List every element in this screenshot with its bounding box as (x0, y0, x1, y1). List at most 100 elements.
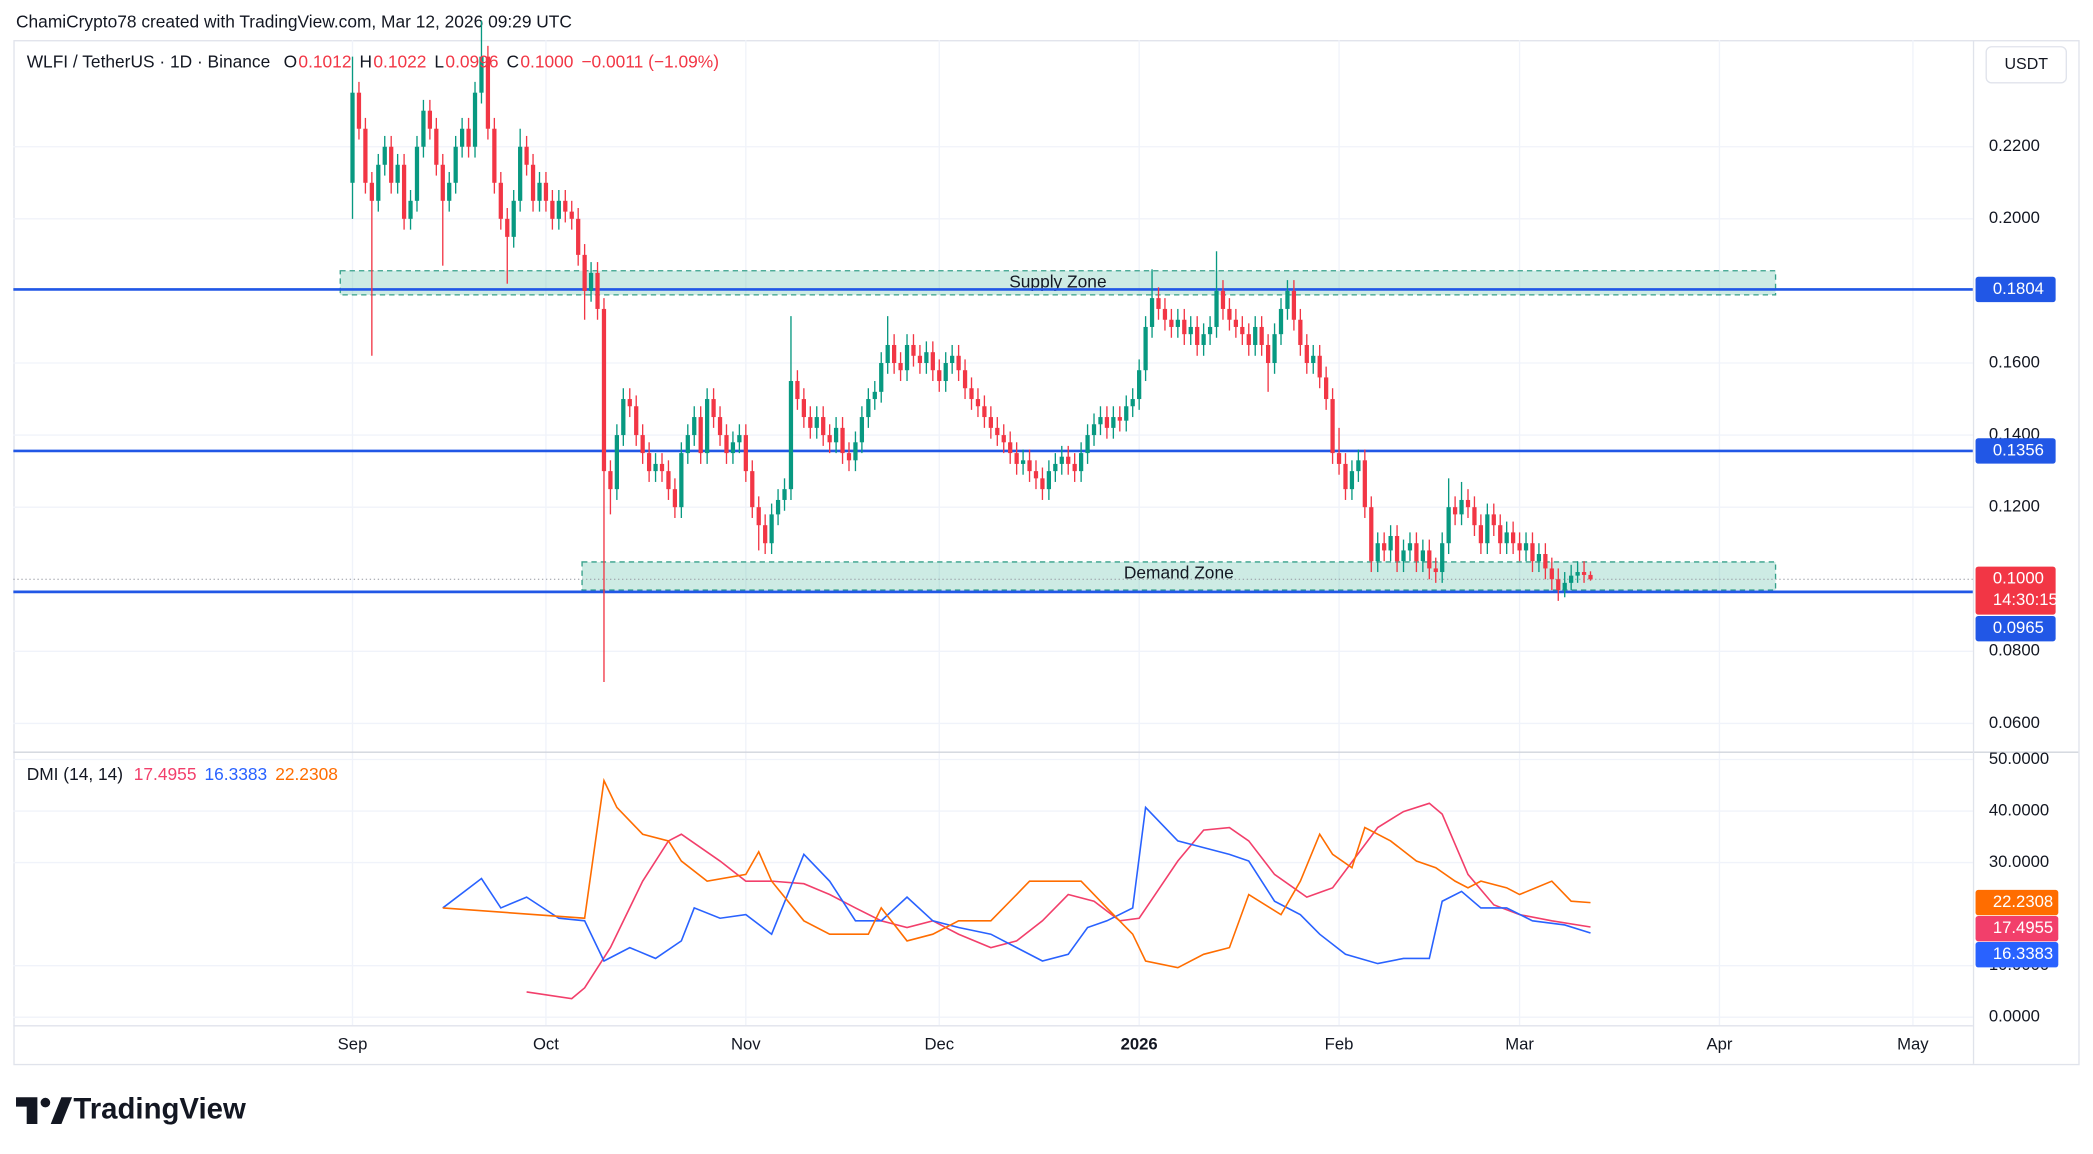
candle-body (498, 182, 503, 219)
candle-body (801, 399, 806, 418)
candle-body (440, 164, 445, 201)
candle-body (1156, 298, 1161, 309)
candle-body (1324, 377, 1329, 400)
brand: TradingView (73, 1092, 246, 1125)
x-tick-label: Mar (1505, 1035, 1534, 1054)
candle-body (1188, 326, 1193, 335)
candle-body (1581, 572, 1587, 575)
candle-body (1207, 326, 1213, 335)
candle-body (1104, 417, 1110, 428)
dmi-line (442, 805, 1591, 965)
header: ChamiCrypto78 created with TradingView.c… (16, 11, 572, 31)
candle-body (1059, 456, 1064, 464)
candle-body (1111, 417, 1116, 428)
candle-body (1362, 460, 1367, 508)
candle-body (750, 471, 755, 508)
candle-body (1349, 471, 1355, 490)
brand-logo (16, 1097, 73, 1124)
candle-body (576, 218, 581, 255)
logo-part (50, 1097, 73, 1124)
x-tick-label: Oct (533, 1035, 559, 1054)
candle-body (763, 525, 768, 544)
candle-body (1298, 319, 1303, 345)
legend-ohlc-label: C (506, 51, 519, 71)
candle-body (1382, 543, 1387, 551)
candle-body (1117, 417, 1122, 421)
candle-body (911, 344, 916, 356)
candle-body (1027, 460, 1032, 472)
y-tick-label: 0.2000 (1989, 208, 2040, 227)
candle-body (472, 92, 478, 147)
candle-body (1085, 435, 1090, 454)
price-label: 0.1000 (1993, 569, 2044, 588)
candle-body (1420, 550, 1425, 562)
candle-body (1369, 507, 1374, 562)
x-tick-label: Feb (1325, 1035, 1354, 1054)
candle-body (466, 128, 471, 147)
candle-body (608, 471, 613, 490)
zone-label: Demand Zone (1124, 563, 1234, 583)
x-tick-label: Apr (1706, 1035, 1732, 1054)
candle-body (1491, 514, 1496, 526)
legend-change: −0.0011 (−1.09%) (581, 51, 719, 71)
candle-body (1253, 326, 1258, 345)
candle-body (492, 128, 497, 183)
candle-body (1304, 344, 1309, 364)
candle-body (782, 489, 787, 500)
candle-body (1265, 344, 1271, 364)
candle-body (369, 182, 374, 201)
candle-body (350, 92, 355, 183)
candle-body (1427, 550, 1432, 569)
currency-box[interactable] (1985, 46, 2067, 84)
price-label: 0.1356 (1993, 440, 2044, 459)
candle-body (937, 370, 942, 382)
candle-body (975, 399, 981, 407)
candle-body (872, 391, 877, 400)
y-tick-label: 50.0000 (1989, 749, 2049, 768)
candle-body (1336, 453, 1342, 464)
axis-layer: 0.06000.08000.12000.14000.16000.20000.22… (338, 136, 2059, 1054)
candle-body (1569, 575, 1574, 583)
y-tick-label: 0.1200 (1989, 497, 2040, 516)
currency: USDT (2004, 56, 2048, 73)
candle-body (1536, 554, 1542, 562)
candle-body (1446, 507, 1451, 544)
candle-body (382, 146, 387, 165)
candle-body (1452, 507, 1458, 515)
logo-part (40, 1097, 51, 1108)
y-tick-label: 0.2200 (1989, 136, 2040, 155)
candle-body (1020, 460, 1026, 464)
candle-body (1214, 290, 1219, 327)
candle-body (892, 344, 897, 364)
candle-body (1072, 463, 1077, 472)
candle-body (795, 381, 800, 400)
candle-body (1078, 453, 1084, 472)
candle-body (414, 146, 420, 201)
candle-body (904, 344, 910, 371)
candle-body (698, 417, 703, 454)
candle-body (930, 352, 935, 371)
candle-body (1066, 456, 1071, 464)
candle-body (1375, 543, 1380, 562)
candle-body (1195, 326, 1200, 345)
candle-body (518, 146, 523, 201)
candle-body (1523, 543, 1529, 551)
candle-body (1530, 543, 1535, 562)
price-label: 0.1804 (1993, 279, 2044, 298)
y-tick-label: 0.0600 (1989, 713, 2040, 732)
x-tick-label: Nov (731, 1035, 761, 1054)
candle-body (1033, 471, 1039, 479)
candle-body (1330, 399, 1335, 454)
y-tick-label: 30.0000 (1989, 852, 2049, 871)
candle-body (595, 272, 600, 309)
candle-body (1433, 568, 1438, 573)
legend-ohlc-label: O (284, 51, 298, 71)
candle-body (859, 417, 865, 443)
candle-body (1169, 319, 1174, 327)
candle-body (1175, 319, 1180, 327)
price-label-box (1975, 615, 2056, 642)
legend-layer: WLFI / TetherUS · 1D · Binance O 0.1012 H 0.… (27, 51, 719, 784)
candle-body (582, 254, 587, 291)
candle-body (1394, 535, 1400, 562)
